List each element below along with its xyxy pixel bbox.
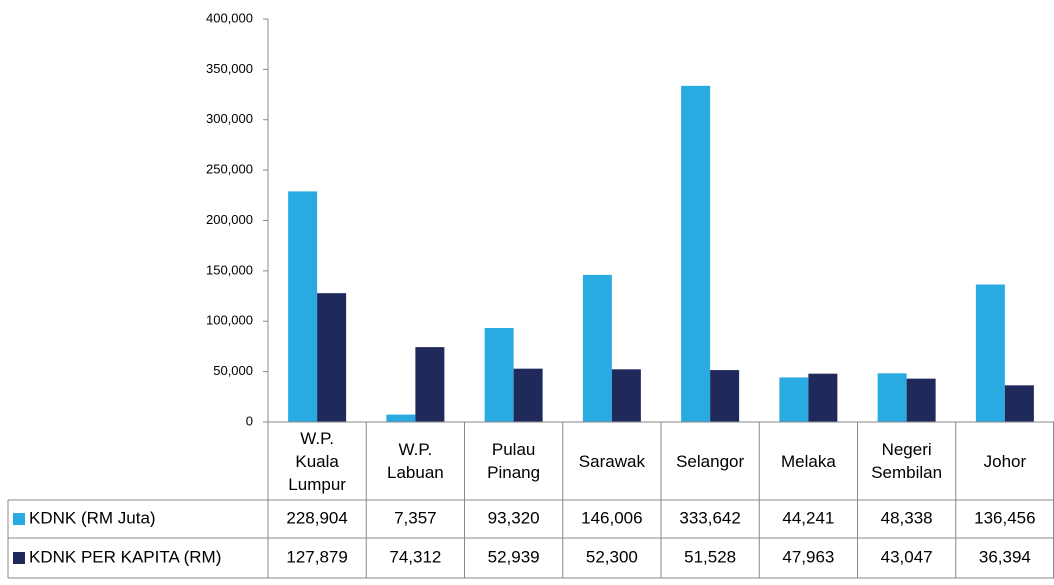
category-text: Negeri Sembilan <box>871 440 943 482</box>
bar <box>484 327 514 422</box>
category-text: Pulau Pinang <box>487 440 541 482</box>
category-label: Selangor <box>661 422 759 500</box>
table-value: 146,006 <box>581 508 642 527</box>
y-tick-label: 350,000 <box>206 61 253 76</box>
y-tick-label: 0 <box>246 413 253 428</box>
category-text: Sarawak <box>578 451 645 471</box>
bar <box>975 284 1005 422</box>
bar <box>1004 385 1034 422</box>
category-text: Johor <box>983 451 1027 471</box>
category-label: Johor <box>956 422 1054 500</box>
category-text: Selangor <box>676 451 745 471</box>
y-tick-label: 100,000 <box>206 313 253 328</box>
table-value: 36,394 <box>979 547 1031 566</box>
bar <box>513 368 543 422</box>
table-value: 228,904 <box>286 508 347 527</box>
bar <box>582 274 612 422</box>
bar <box>710 370 740 422</box>
legend-label: KDNK (RM Juta) <box>29 508 156 527</box>
category-text: W.P. Kuala Lumpur <box>288 428 346 494</box>
bar <box>808 373 838 422</box>
table-value: 74,312 <box>389 547 441 566</box>
category-text: Melaka <box>780 451 836 471</box>
bar <box>386 414 416 422</box>
category-label: Negeri Sembilan <box>858 422 956 500</box>
bar <box>317 293 347 422</box>
bar <box>906 378 936 422</box>
bar <box>681 85 711 422</box>
legend-swatch <box>13 552 25 564</box>
bar <box>877 373 907 422</box>
table-value: 48,338 <box>881 508 933 527</box>
table-value: 93,320 <box>488 508 540 527</box>
category-label: Pulau Pinang <box>465 422 563 500</box>
category-label: Melaka <box>759 422 857 500</box>
table-value: 51,528 <box>684 547 736 566</box>
table-value: 333,642 <box>679 508 740 527</box>
legend-swatch <box>13 513 25 525</box>
bar <box>288 191 318 422</box>
y-tick-label: 400,000 <box>206 10 253 25</box>
category-label: W.P. Kuala Lumpur <box>268 422 366 500</box>
y-tick-label: 250,000 <box>206 162 253 177</box>
y-tick-label: 150,000 <box>206 262 253 277</box>
category-label: W.P. Labuan <box>366 422 464 500</box>
table-value: 47,963 <box>782 547 834 566</box>
y-tick-label: 50,000 <box>213 363 253 378</box>
category-label: Sarawak <box>563 422 661 500</box>
y-tick-label: 200,000 <box>206 212 253 227</box>
bar <box>611 369 641 422</box>
table-value: 127,879 <box>286 547 347 566</box>
bar <box>415 347 445 422</box>
table-value: 136,456 <box>974 508 1035 527</box>
legend-label: KDNK PER KAPITA (RM) <box>29 547 221 566</box>
table-value: 7,357 <box>394 508 437 527</box>
y-tick-label: 300,000 <box>206 111 253 126</box>
table-value: 44,241 <box>782 508 834 527</box>
table-value: 52,939 <box>488 547 540 566</box>
table-value: 52,300 <box>586 547 638 566</box>
category-text: W.P. Labuan <box>387 440 444 482</box>
table-value: 43,047 <box>881 547 933 566</box>
bar <box>779 377 809 422</box>
